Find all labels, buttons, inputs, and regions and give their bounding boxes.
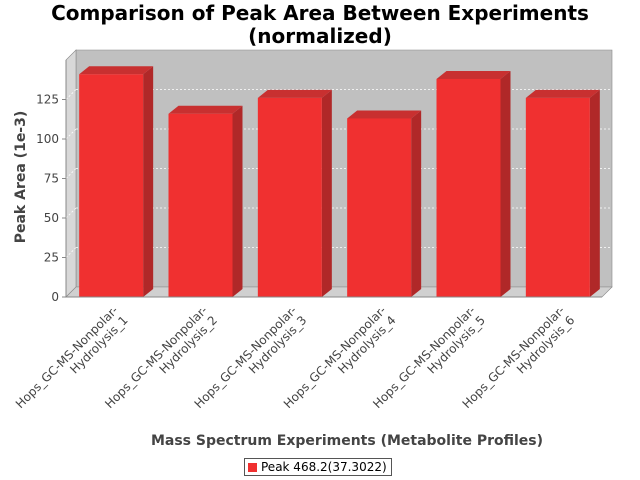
bar-top xyxy=(257,89,332,98)
x-axis-categories: Hops_GC-MS-Nonpolar-Hydrolysis_1Hops_GC-… xyxy=(13,303,577,411)
bar xyxy=(168,105,243,297)
bar-front xyxy=(525,97,590,297)
bar xyxy=(347,110,422,298)
bar-side xyxy=(232,105,243,297)
x-axis-title: Mass Spectrum Experiments (Metabolite Pr… xyxy=(151,433,543,449)
y-axis-title: Peak Area (1e-3) xyxy=(13,111,29,244)
bar-front xyxy=(257,97,322,297)
bar-top xyxy=(525,89,600,98)
bar-side xyxy=(500,70,511,298)
bar xyxy=(525,89,600,297)
legend: Peak 468.2(37.3022) xyxy=(244,458,392,476)
chart-title: Comparison of Peak Area Between Experime… xyxy=(0,2,640,48)
y-axis-ticks: 0 25 50 75 100 125 xyxy=(36,93,66,304)
y-tick-label: 0 xyxy=(51,290,59,304)
bar-top xyxy=(347,110,422,119)
bars xyxy=(79,66,600,298)
bar-front xyxy=(436,78,501,298)
bar-front xyxy=(347,118,412,298)
bar-side xyxy=(411,110,422,298)
bar-front xyxy=(168,113,233,297)
y-tick-label: 100 xyxy=(36,132,59,146)
bar xyxy=(79,66,154,297)
plot-left-wall xyxy=(65,49,77,298)
bar-side xyxy=(589,89,600,297)
grid-lines xyxy=(65,89,612,258)
y-tick-label: 125 xyxy=(36,93,59,107)
y-tick-label: 75 xyxy=(44,172,59,186)
bar-front xyxy=(79,74,144,297)
bar-top xyxy=(168,105,243,114)
chart-title-line-2: (normalized) xyxy=(248,24,392,48)
legend-swatch xyxy=(248,462,257,472)
bar xyxy=(257,89,332,297)
bar xyxy=(436,70,511,298)
bar-top xyxy=(436,70,511,79)
legend-label: Peak 468.2(37.3022) xyxy=(261,460,387,474)
x-category-label-line: Hops_GC-MS-Nonpolar- xyxy=(13,303,121,411)
y-tick-label: 25 xyxy=(44,251,59,265)
bar-side xyxy=(321,89,332,297)
bar-top xyxy=(79,66,154,75)
chart-title-line-1: Comparison of Peak Area Between Experime… xyxy=(51,1,589,25)
bar-side xyxy=(143,66,154,297)
y-tick-label: 50 xyxy=(44,211,59,225)
